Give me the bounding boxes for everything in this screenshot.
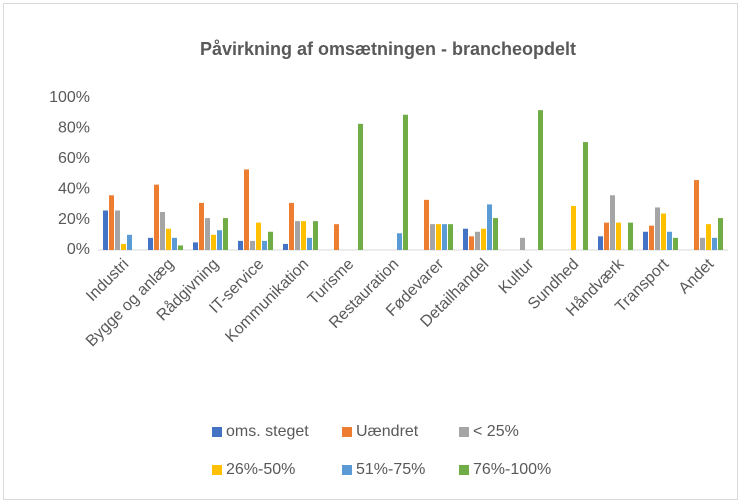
bar xyxy=(469,236,474,250)
y-tick-label: 80% xyxy=(58,120,90,137)
bar xyxy=(127,234,132,250)
bar xyxy=(256,222,261,250)
bar xyxy=(199,202,204,250)
legend-swatch xyxy=(459,427,469,437)
bar xyxy=(121,243,126,250)
bar xyxy=(172,237,177,250)
legend-swatch xyxy=(342,465,352,475)
bar xyxy=(103,210,108,250)
bar xyxy=(358,123,363,250)
bar xyxy=(487,204,492,250)
bar xyxy=(334,224,339,250)
y-tick-label: 60% xyxy=(58,150,90,167)
bar xyxy=(442,224,447,250)
y-tick-label: 0% xyxy=(67,241,90,258)
y-tick-label: 20% xyxy=(58,211,90,228)
bar xyxy=(436,224,441,250)
bar xyxy=(673,237,678,250)
chart-title: Påvirkning af omsætningen - brancheopdel… xyxy=(200,39,576,59)
bar xyxy=(598,236,603,250)
bar xyxy=(481,228,486,250)
bar xyxy=(166,228,171,250)
bar xyxy=(223,218,228,250)
legend-swatch xyxy=(212,427,222,437)
bar xyxy=(250,240,255,250)
bar xyxy=(712,237,717,250)
legend-swatch xyxy=(342,427,352,437)
bar xyxy=(661,213,666,250)
bar xyxy=(700,237,705,250)
bar xyxy=(706,224,711,250)
bar xyxy=(283,243,288,250)
bar xyxy=(718,218,723,250)
bar xyxy=(238,240,243,250)
legend-label: 76%-100% xyxy=(473,461,551,478)
bar xyxy=(301,221,306,250)
bar xyxy=(205,218,210,250)
legend-label: oms. steget xyxy=(226,423,309,440)
bar xyxy=(160,212,165,250)
bar xyxy=(655,207,660,250)
bar xyxy=(403,114,408,250)
legend-label: 51%-75% xyxy=(356,461,425,478)
bar xyxy=(289,202,294,250)
bar xyxy=(649,225,654,250)
bar xyxy=(628,222,633,250)
bar xyxy=(424,199,429,250)
bar xyxy=(244,169,249,250)
bar xyxy=(397,233,402,250)
bar xyxy=(313,221,318,250)
bar xyxy=(583,142,588,250)
bar xyxy=(268,231,273,250)
bar xyxy=(538,110,543,250)
bar xyxy=(430,224,435,250)
bar xyxy=(610,195,615,250)
bar xyxy=(448,224,453,250)
bar xyxy=(475,231,480,250)
bar xyxy=(262,240,267,250)
legend-swatch xyxy=(459,465,469,475)
legend-swatch xyxy=(212,465,222,475)
bar xyxy=(307,237,312,250)
bar xyxy=(520,237,525,250)
y-tick-label: 100% xyxy=(49,89,90,106)
bar xyxy=(616,222,621,250)
legend-label: Uændret xyxy=(356,423,419,440)
bar xyxy=(463,228,468,250)
chart-frame xyxy=(3,3,738,500)
bar xyxy=(193,242,198,250)
bar xyxy=(211,234,216,250)
bar xyxy=(109,195,114,250)
bar xyxy=(154,184,159,250)
bar xyxy=(667,231,672,250)
legend-label: 26%-50% xyxy=(226,461,295,478)
bar xyxy=(295,221,300,250)
bar xyxy=(148,237,153,250)
bar xyxy=(643,231,648,250)
bar xyxy=(178,245,183,250)
bar xyxy=(115,210,120,250)
bar xyxy=(604,222,609,250)
bar xyxy=(493,218,498,250)
bar xyxy=(217,230,222,250)
bar xyxy=(571,205,576,250)
legend-label: < 25% xyxy=(473,423,519,440)
y-tick-label: 40% xyxy=(58,180,90,197)
bar xyxy=(694,180,699,250)
